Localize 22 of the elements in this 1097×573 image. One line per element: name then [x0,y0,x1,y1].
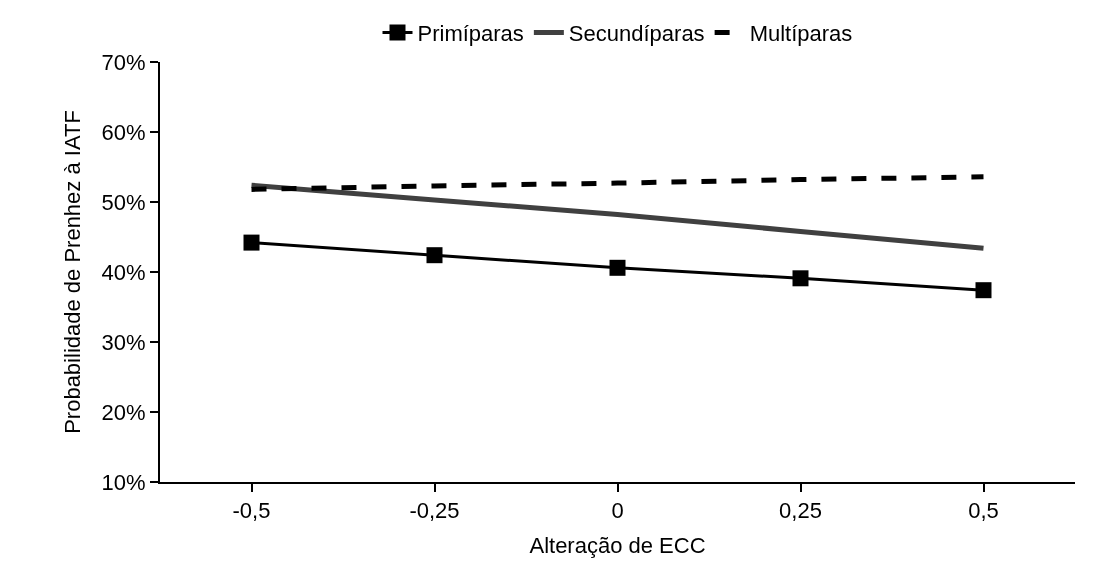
point [243,234,260,251]
legend-label: Primíparas [417,20,524,46]
legend-label: Secundíparas [568,20,705,46]
x-tick-label: 0,25 [779,498,822,524]
x-tick-label: 0 [611,498,624,524]
point [609,259,626,276]
point [975,282,992,299]
y-axis-title: Probabilidade de Prenhez à IATF [59,110,85,434]
y-tick-label: 20% [101,399,146,425]
point [426,247,443,264]
y-tick-label: 50% [101,189,146,215]
x-axis-title: Alteração de ECC [529,532,706,558]
x-tick-label: -0,5 [232,498,271,524]
y-tick-label: 10% [101,469,146,495]
y-tick-label: 60% [101,119,146,145]
y-tick-label: 30% [101,329,146,355]
x-tick-label: 0,5 [968,498,999,524]
point [792,270,809,287]
y-tick-label: 40% [101,259,146,285]
x-tick-label: -0,25 [409,498,460,524]
y-tick-label: 70% [101,49,146,75]
legend-label: Multíparas [749,20,853,46]
